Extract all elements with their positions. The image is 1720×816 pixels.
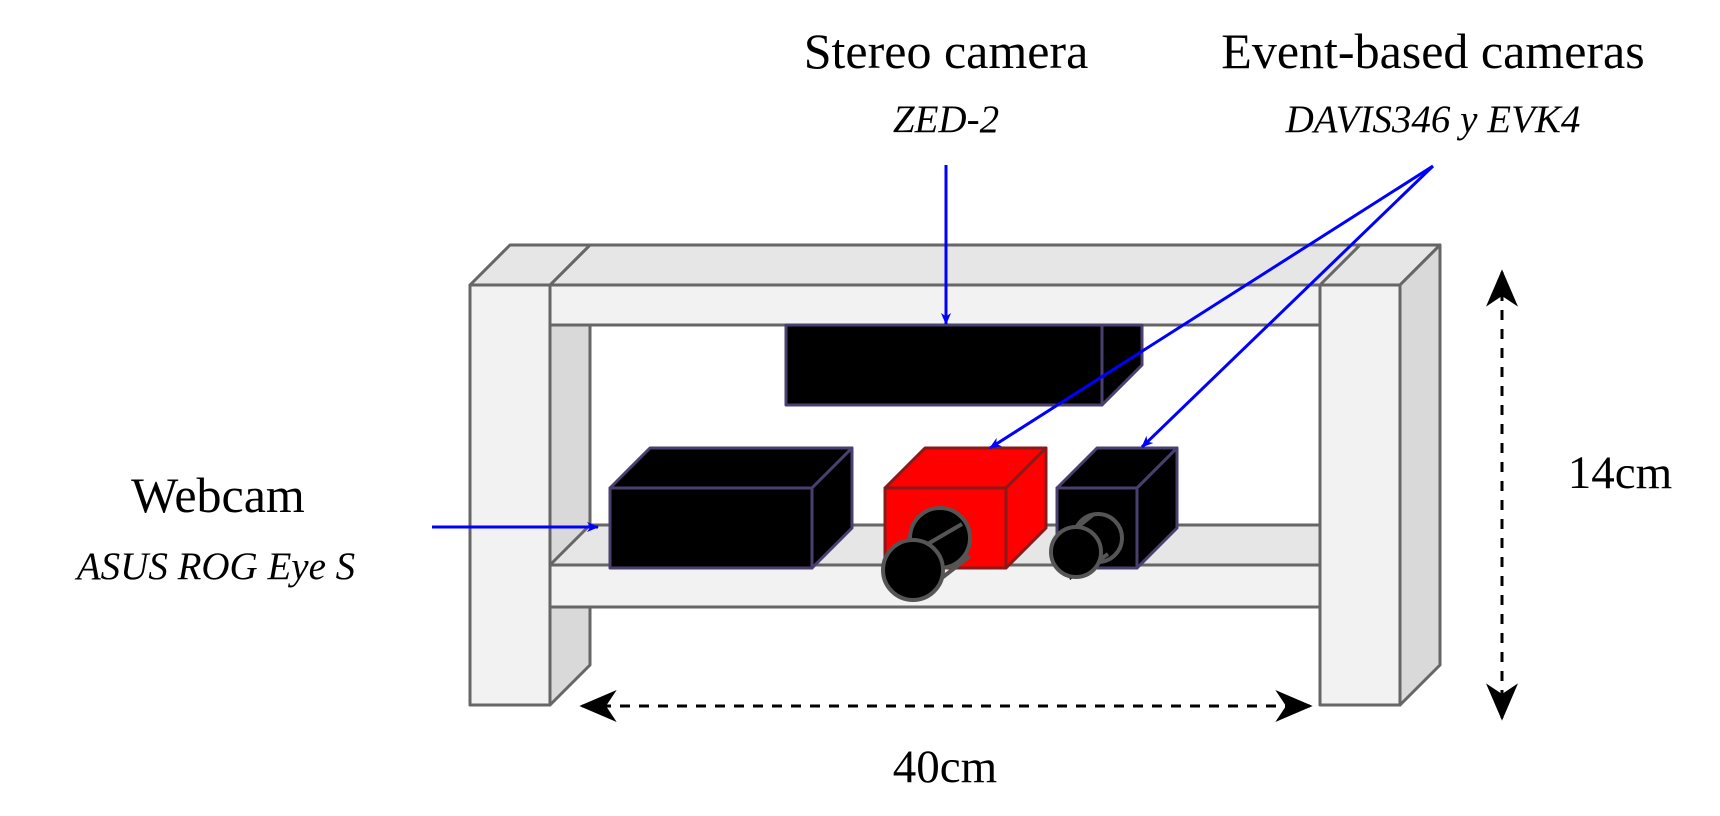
webcam-model: ASUS ROG Eye S bbox=[74, 545, 355, 588]
stereo-camera-front bbox=[784, 323, 1104, 407]
top-beam-top-face bbox=[548, 243, 1367, 287]
event-camera-evk4 bbox=[1049, 446, 1179, 580]
event-camera-davis346 bbox=[881, 446, 1048, 602]
webcam-top bbox=[608, 446, 854, 490]
event-cameras-model: DAVIS346 y EVK4 bbox=[1285, 98, 1581, 141]
stereo-camera-title: Stereo camera bbox=[804, 23, 1089, 79]
evk4-lens bbox=[1049, 512, 1124, 580]
left-post-front bbox=[468, 283, 552, 707]
webcam-asus-rog-eye-s bbox=[608, 446, 854, 570]
pointer-arrows bbox=[432, 164, 1435, 532]
stereo-camera-model: ZED-2 bbox=[893, 98, 999, 141]
event-pointer-arrow-evk4 bbox=[1140, 164, 1435, 449]
top-beam-front bbox=[548, 283, 1327, 327]
webcam-front bbox=[608, 486, 814, 570]
right-post-side bbox=[1398, 243, 1442, 707]
right-post-front bbox=[1318, 283, 1402, 707]
event-cameras-title: Event-based cameras bbox=[1221, 23, 1644, 79]
event-pointer-arrow-davis bbox=[989, 164, 1434, 450]
webcam-title: Webcam bbox=[131, 467, 305, 523]
width-dimension-label: 40cm bbox=[893, 741, 997, 793]
davis-lens bbox=[881, 506, 972, 602]
height-dimension-label: 14cm bbox=[1568, 447, 1672, 499]
dimension-arrows bbox=[579, 269, 1518, 722]
left-post-inner-side bbox=[548, 323, 592, 707]
stereo-camera-zed2 bbox=[784, 323, 1144, 407]
